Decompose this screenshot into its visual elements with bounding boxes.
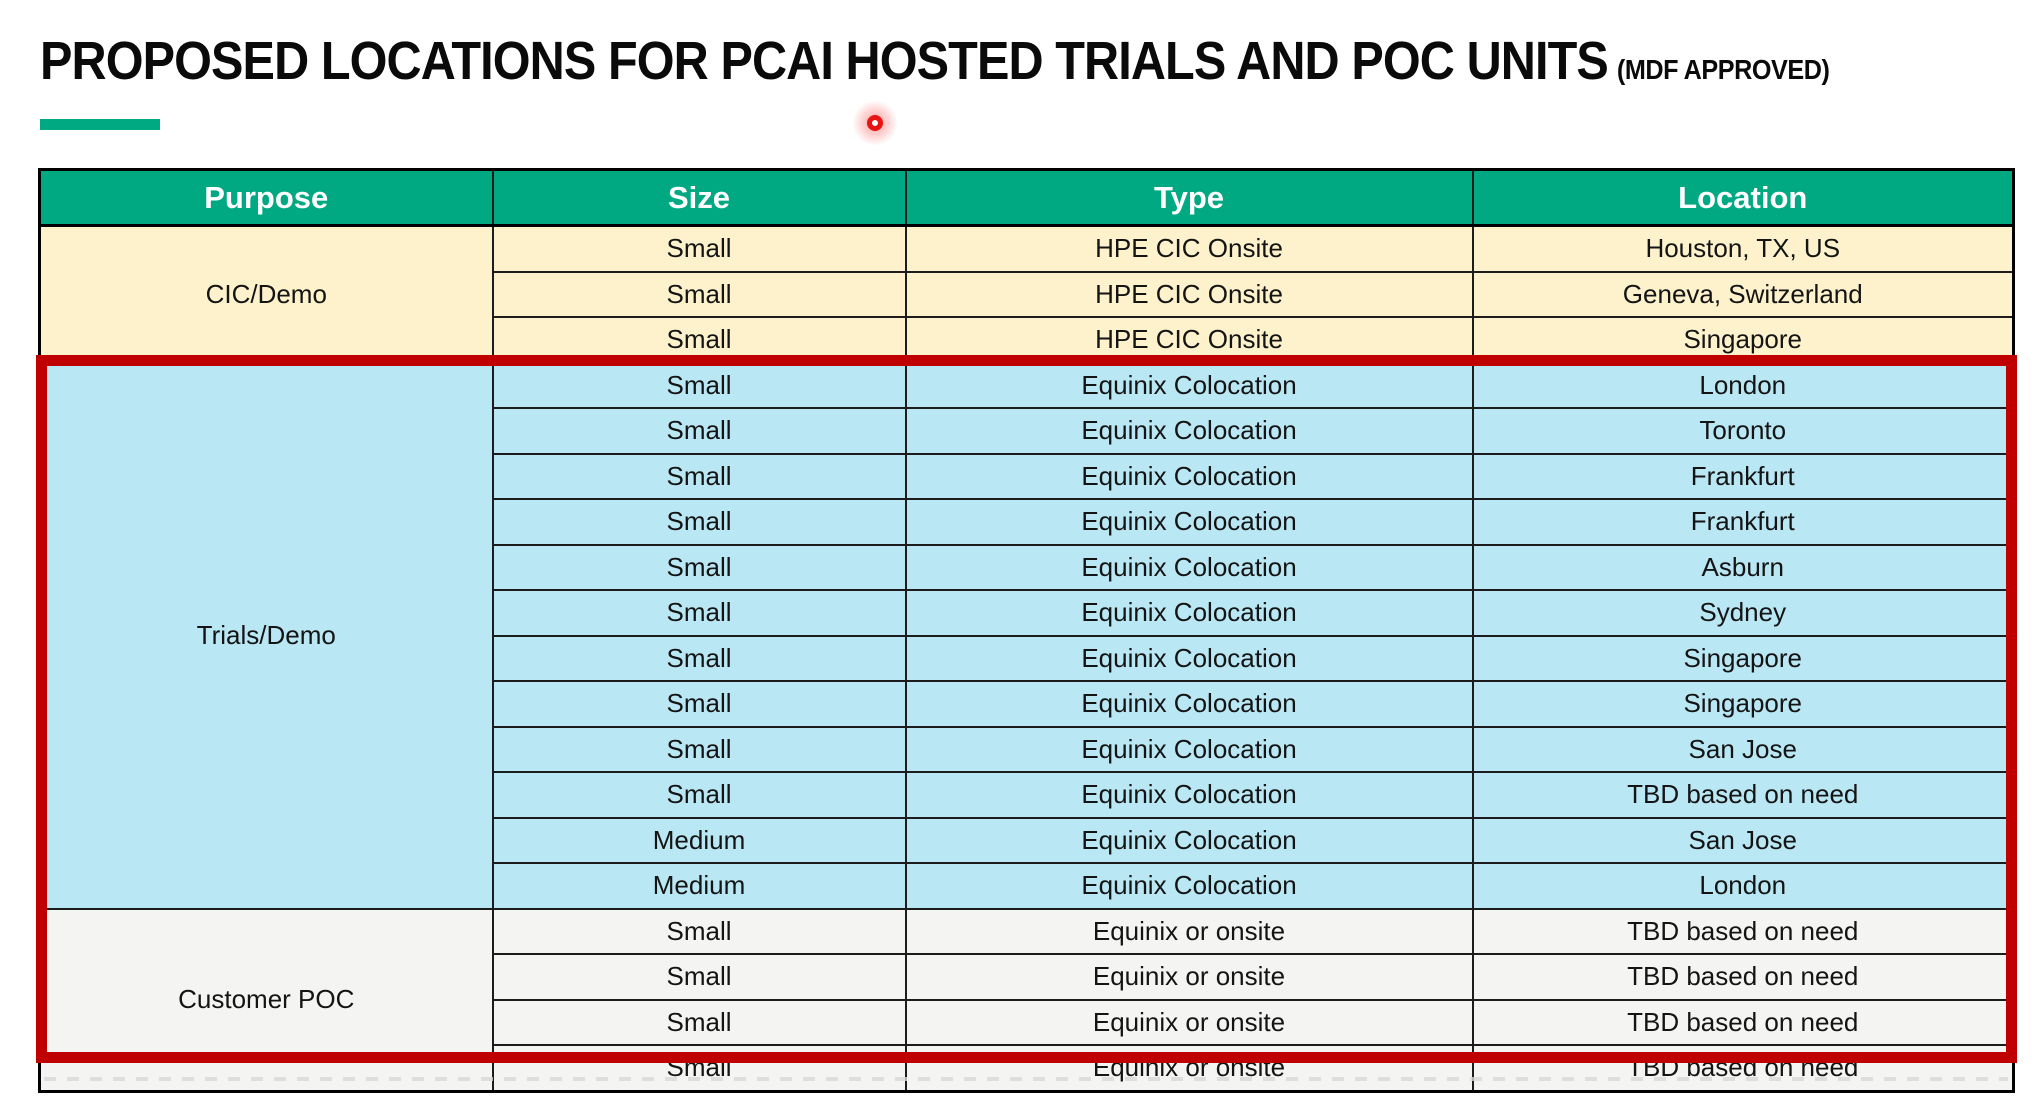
size-cell: Medium — [491, 816, 907, 864]
type-cell: Equinix Colocation — [904, 407, 1474, 455]
type-cell: Equinix or onsite — [904, 998, 1474, 1046]
table-row: Small Equinix or onsite TBD based on nee… — [40, 953, 2015, 1001]
page-title-text: PROPOSED LOCATIONS FOR PCAI HOSTED TRIAL… — [40, 31, 1609, 91]
size-cell: Small — [491, 680, 907, 728]
size-cell: Small — [491, 316, 907, 364]
location-cell: Sydney — [1471, 589, 2015, 637]
table-row: Medium Equinix Colocation London — [40, 862, 2015, 910]
type-cell: Equinix Colocation — [904, 725, 1474, 773]
table-row: Trials/Demo Small Equinix Colocation Lon… — [38, 361, 2015, 910]
column-header-location: Location — [1471, 168, 2015, 227]
table-row: Medium Equinix Colocation San Jose — [40, 816, 2015, 864]
location-cell: San Jose — [1471, 725, 2015, 773]
location-cell: London — [1471, 361, 2015, 409]
location-cell: TBD based on need — [1471, 953, 2015, 1001]
type-cell: Equinix or onsite — [904, 1044, 1474, 1092]
purpose-cell-trials-demo: Trials/Demo — [38, 361, 494, 910]
table-header-row: Purpose Size Type Location — [38, 168, 2015, 227]
bottom-dashed-line — [44, 1077, 2008, 1081]
location-cell: Frankfurt — [1471, 498, 2015, 546]
table-row: Customer POC Small Equinix or onsite TBD… — [38, 907, 2015, 1092]
size-cell: Small — [491, 270, 907, 318]
type-cell: Equinix or onsite — [904, 907, 1474, 955]
type-cell: Equinix Colocation — [904, 816, 1474, 864]
size-cell: Small — [491, 907, 907, 955]
size-cell: Small — [491, 224, 907, 273]
page-title-suffix: (MDF APPROVED) — [1616, 54, 1830, 85]
location-cell: Houston, TX, US — [1471, 224, 2015, 273]
size-cell: Medium — [491, 862, 907, 910]
location-cell: TBD based on need — [1471, 1044, 2015, 1092]
locations-table: Purpose Size Type Location CIC/Demo Smal… — [38, 168, 2015, 1093]
location-cell: TBD based on need — [1471, 998, 2015, 1046]
location-cell: London — [1471, 862, 2015, 910]
location-cell: Singapore — [1471, 316, 2015, 364]
location-cell: TBD based on need — [1471, 907, 2015, 955]
size-cell: Small — [491, 771, 907, 819]
size-cell: Small — [491, 589, 907, 637]
type-cell: Equinix Colocation — [904, 361, 1474, 409]
size-cell: Small — [491, 452, 907, 500]
type-cell: HPE CIC Onsite — [904, 270, 1474, 318]
type-cell: HPE CIC Onsite — [904, 224, 1474, 273]
size-cell: Small — [491, 953, 907, 1001]
table-row: Small Equinix or onsite TBD based on nee… — [40, 998, 2015, 1046]
location-cell: Geneva, Switzerland — [1471, 270, 2015, 318]
table-row: Small Equinix Colocation Frankfurt — [40, 498, 2015, 546]
column-header-type: Type — [904, 168, 1474, 227]
location-cell: Singapore — [1471, 680, 2015, 728]
table-row: CIC/Demo Small HPE CIC Onsite Houston, T… — [38, 224, 2015, 364]
location-cell: TBD based on need — [1471, 771, 2015, 819]
title-accent-bar — [40, 119, 160, 130]
size-cell: Small — [491, 998, 907, 1046]
table-row: Small Equinix Colocation Toronto — [40, 407, 2015, 455]
type-cell: Equinix Colocation — [904, 543, 1474, 591]
type-cell: Equinix Colocation — [904, 680, 1474, 728]
type-cell: Equinix or onsite — [904, 953, 1474, 1001]
location-cell: Singapore — [1471, 634, 2015, 682]
type-cell: Equinix Colocation — [904, 634, 1474, 682]
table-row: Small Equinix Colocation Singapore — [40, 634, 2015, 682]
type-cell: Equinix Colocation — [904, 452, 1474, 500]
table-row: Small Equinix Colocation Asburn — [40, 543, 2015, 591]
size-cell: Small — [491, 1044, 907, 1092]
table-row: Small Equinix Colocation San Jose — [40, 725, 2015, 773]
size-cell: Small — [491, 634, 907, 682]
column-header-purpose: Purpose — [38, 168, 494, 227]
column-header-size: Size — [491, 168, 907, 227]
purpose-cell-cic-demo: CIC/Demo — [38, 224, 494, 364]
table-row: Small Equinix Colocation TBD based on ne… — [40, 771, 2015, 819]
size-cell: Small — [491, 543, 907, 591]
type-cell: Equinix Colocation — [904, 771, 1474, 819]
size-cell: Small — [491, 407, 907, 455]
purpose-cell-customer-poc: Customer POC — [38, 907, 494, 1092]
table-row: Small HPE CIC Onsite Geneva, Switzerland — [40, 270, 2015, 318]
location-cell: San Jose — [1471, 816, 2015, 864]
table-row: Small Equinix Colocation Singapore — [40, 680, 2015, 728]
table-row: Small Equinix Colocation Sydney — [40, 589, 2015, 637]
size-cell: Small — [491, 498, 907, 546]
laser-pointer-dot-icon — [867, 115, 883, 131]
table-row: Small Equinix Colocation Frankfurt — [40, 452, 2015, 500]
location-cell: Toronto — [1471, 407, 2015, 455]
type-cell: Equinix Colocation — [904, 589, 1474, 637]
location-cell: Asburn — [1471, 543, 2015, 591]
size-cell: Small — [491, 361, 907, 409]
type-cell: HPE CIC Onsite — [904, 316, 1474, 364]
type-cell: Equinix Colocation — [904, 498, 1474, 546]
type-cell: Equinix Colocation — [904, 862, 1474, 910]
size-cell: Small — [491, 725, 907, 773]
location-cell: Frankfurt — [1471, 452, 2015, 500]
page-title: PROPOSED LOCATIONS FOR PCAI HOSTED TRIAL… — [40, 30, 1830, 92]
